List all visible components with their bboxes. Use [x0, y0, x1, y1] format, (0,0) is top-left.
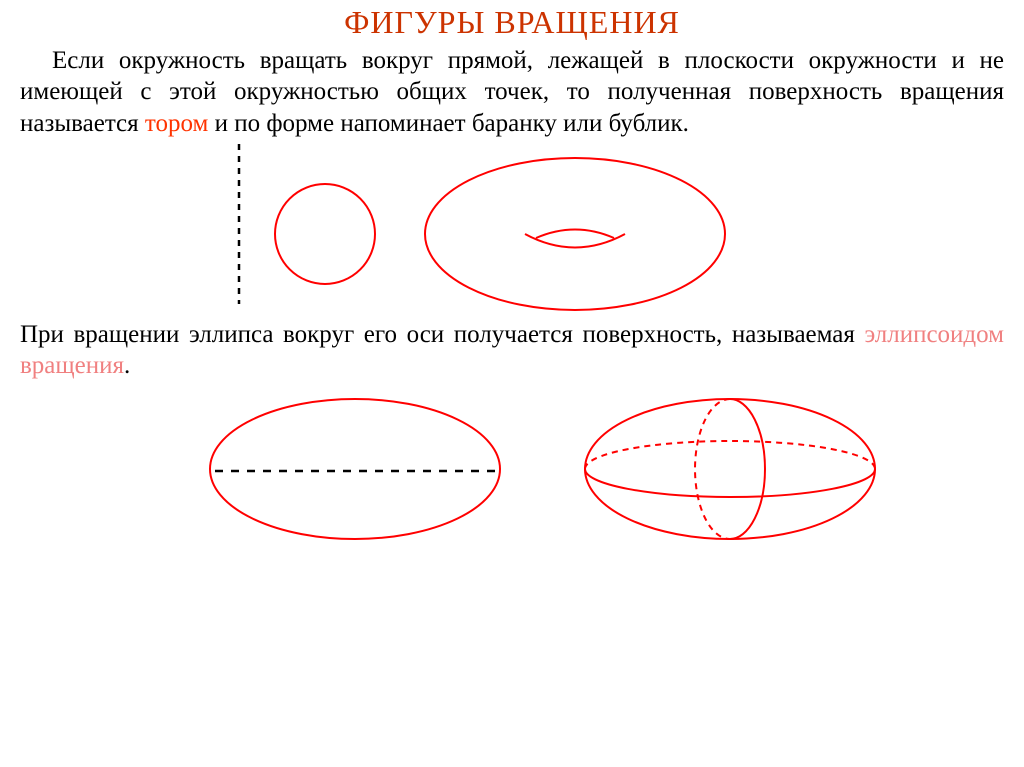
paragraph-ellipsoid: При вращении эллипса вокруг его оси полу…: [20, 319, 1004, 382]
torus-diagram: [20, 139, 1004, 315]
page-title: ФИГУРЫ ВРАЩЕНИЯ: [20, 4, 1004, 41]
p2-suffix: .: [124, 352, 130, 379]
ellipsoid-diagram: [20, 381, 1004, 561]
ellipsoid-svg: [20, 381, 1004, 561]
title-text: ФИГУРЫ ВРАЩЕНИЯ: [344, 4, 680, 40]
p1-keyword: тором: [145, 110, 208, 137]
p2-prefix: При вращении эллипса вокруг его оси полу…: [20, 321, 864, 348]
p1-suffix: и по форме напоминает баранку или бублик…: [208, 110, 689, 137]
torus-svg: [20, 139, 1004, 315]
paragraph-torus: Если окружность вращать вокруг прямой, л…: [20, 45, 1004, 139]
